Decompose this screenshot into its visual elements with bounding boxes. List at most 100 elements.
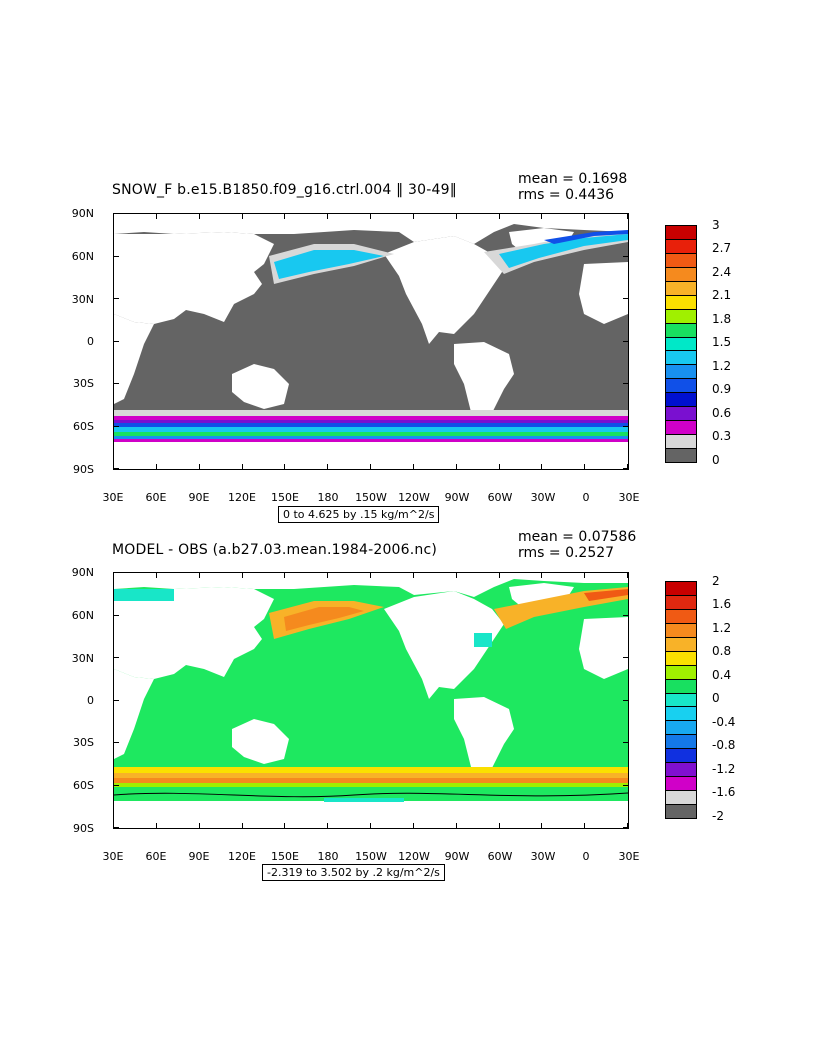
- antarctica-land: [114, 439, 628, 469]
- axis-tick: [284, 572, 286, 578]
- axis-tick: [623, 425, 629, 427]
- axis-tick: [155, 823, 157, 829]
- lon-label: 120W: [398, 491, 430, 504]
- colorbar-label: 2.1: [712, 288, 732, 302]
- axis-tick: [155, 464, 157, 470]
- colorbar-swatch: [665, 378, 697, 394]
- southern-band-magenta-2: [114, 439, 628, 442]
- north-america-land: [384, 591, 504, 699]
- southern-band-orange: [114, 773, 628, 778]
- axis-tick: [113, 255, 119, 257]
- axis-tick: [241, 213, 243, 219]
- lon-label: 0: [582, 850, 590, 863]
- colorbar-label: 0.4: [712, 668, 732, 682]
- lon-label: 150E: [271, 850, 299, 863]
- lon-label: 120E: [228, 850, 256, 863]
- colorbar-swatch: [665, 762, 697, 778]
- axis-tick: [623, 742, 629, 743]
- axis-tick: [284, 213, 286, 219]
- lat-label: 60S: [73, 420, 94, 433]
- axis-tick: [113, 572, 119, 573]
- axis-tick: [584, 823, 586, 829]
- colorbar-label: -2: [712, 809, 724, 823]
- axis-tick: [498, 213, 500, 219]
- lon-label: 0: [582, 491, 590, 504]
- colorbar-swatch: [665, 238, 697, 254]
- axis-tick: [113, 383, 119, 384]
- colorbar-swatch: [665, 804, 697, 819]
- axis-tick: [627, 823, 628, 829]
- axis-tick: [455, 823, 457, 829]
- colorbar-label: 3: [712, 218, 720, 232]
- coastline-contour: [114, 792, 628, 798]
- colorbar-swatch: [665, 720, 697, 736]
- axis-tick: [623, 657, 629, 658]
- axis-tick: [623, 383, 629, 384]
- colorbar-swatch: [665, 252, 697, 268]
- colorbar-swatch: [665, 678, 697, 694]
- southern-band-grey: [114, 410, 628, 416]
- lat-label: 90S: [73, 463, 94, 476]
- axis-tick: [327, 464, 329, 470]
- colorbar-label: 1.8: [712, 312, 732, 326]
- lat-label: 90N: [71, 566, 94, 579]
- colorbar-swatch: [665, 622, 697, 638]
- axis-tick: [412, 823, 414, 829]
- colorbar-swatch: [665, 790, 697, 806]
- negative-patch: [474, 633, 492, 647]
- lat-label: 0: [87, 335, 94, 348]
- axis-tick: [198, 823, 200, 829]
- axis-tick: [623, 468, 629, 469]
- asia-land: [114, 587, 274, 679]
- axis-tick: [541, 464, 543, 470]
- asia-land: [114, 232, 274, 324]
- lon-label: 90E: [188, 491, 210, 504]
- axis-tick: [627, 464, 628, 470]
- lat-label: 60N: [71, 609, 94, 622]
- map-frame: [113, 213, 629, 470]
- axis-tick: [327, 213, 329, 219]
- axis-tick: [455, 464, 457, 470]
- axis-tick: [623, 298, 629, 299]
- lon-label: 90E: [188, 850, 210, 863]
- north-atlantic-anomaly-core: [584, 589, 628, 601]
- axis-tick: [623, 784, 629, 786]
- colorbar-swatch: [665, 280, 697, 296]
- axis-tick: [370, 823, 371, 829]
- lon-label: 120E: [228, 491, 256, 504]
- colorbar: [665, 225, 697, 463]
- southern-band-darkorange: [114, 778, 628, 783]
- colorbar-label: 2: [712, 574, 720, 588]
- africa-land: [114, 314, 154, 404]
- axis-tick: [627, 572, 628, 578]
- axis-tick: [113, 614, 119, 616]
- colorbar-label: 0.9: [712, 382, 732, 396]
- colorbar-swatch: [665, 350, 697, 366]
- axis-tick: [370, 464, 371, 470]
- lat-label: 90S: [73, 822, 94, 835]
- rms-stat: rms = 0.4436: [518, 187, 615, 203]
- axis-tick: [284, 823, 286, 829]
- colorbar: [665, 581, 697, 819]
- lon-label: 60W: [487, 491, 513, 504]
- lon-label: 30W: [530, 491, 556, 504]
- axis-tick: [623, 213, 629, 214]
- axis-tick: [623, 614, 629, 616]
- colorbar-label: 2.4: [712, 265, 732, 279]
- lon-label: 30E: [618, 850, 640, 863]
- southern-band-lime: [114, 783, 628, 787]
- axis-tick: [241, 823, 243, 829]
- colorbar-label: 1.5: [712, 335, 732, 349]
- lon-label: 30E: [102, 491, 124, 504]
- arctic-land: [114, 214, 628, 244]
- lon-label: 60E: [145, 491, 167, 504]
- southern-band-blue: [114, 423, 628, 427]
- axis-tick: [623, 699, 629, 701]
- lon-label: 30W: [530, 850, 556, 863]
- axis-tick: [113, 827, 119, 828]
- lon-label: 90W: [444, 491, 470, 504]
- axis-tick: [623, 572, 629, 573]
- colorbar-swatch: [665, 308, 697, 324]
- colorbar-label: 0: [712, 453, 720, 467]
- colorbar-swatch: [665, 706, 697, 722]
